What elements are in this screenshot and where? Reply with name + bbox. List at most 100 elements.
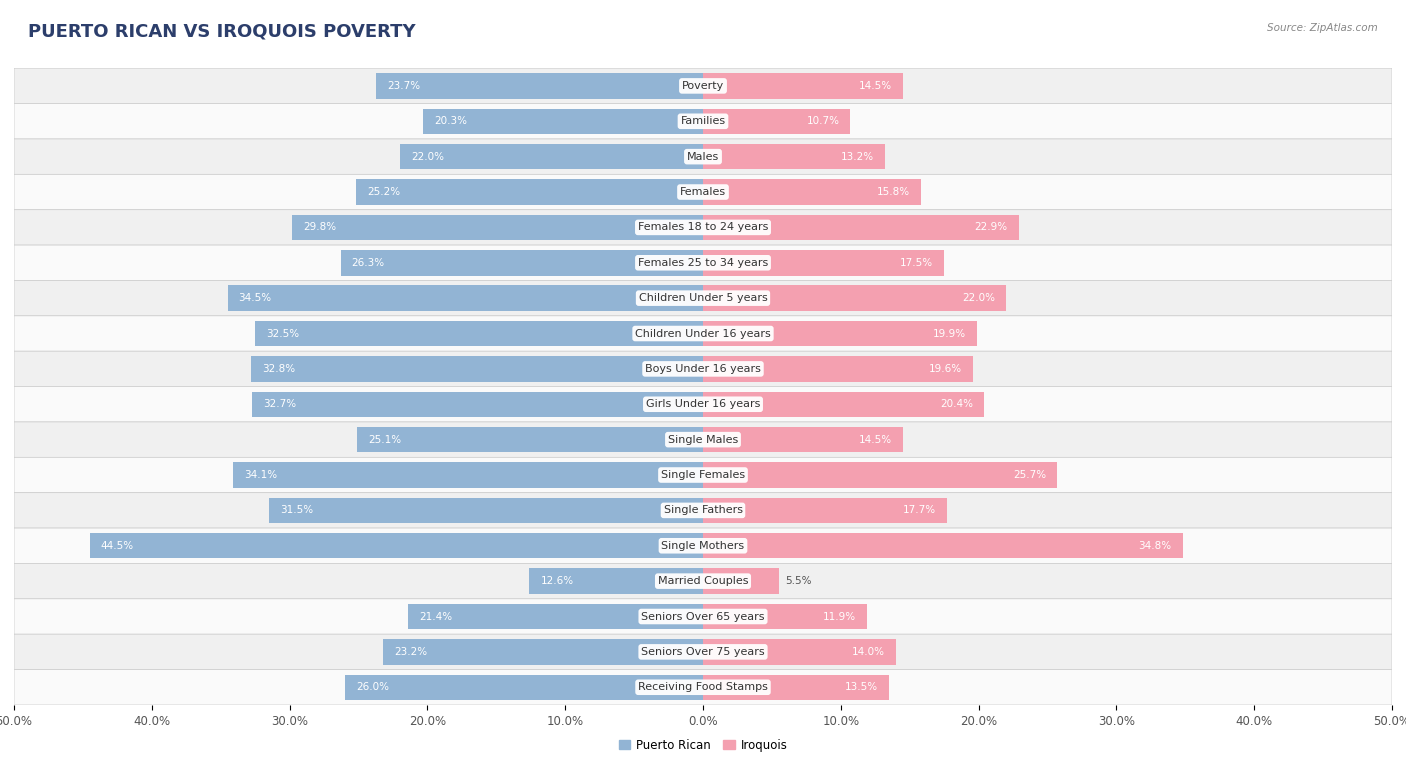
- Text: 34.1%: 34.1%: [245, 470, 277, 480]
- Text: 34.5%: 34.5%: [239, 293, 271, 303]
- Bar: [530, 568, 703, 594]
- Bar: [703, 74, 903, 99]
- Bar: [703, 427, 903, 453]
- Bar: [253, 392, 703, 417]
- Text: Single Females: Single Females: [661, 470, 745, 480]
- FancyBboxPatch shape: [14, 387, 1392, 422]
- Text: Seniors Over 75 years: Seniors Over 75 years: [641, 647, 765, 657]
- Bar: [703, 498, 946, 523]
- Bar: [703, 180, 921, 205]
- Bar: [703, 462, 1057, 487]
- Text: Single Mothers: Single Mothers: [661, 540, 745, 551]
- Bar: [399, 144, 703, 169]
- Bar: [703, 356, 973, 381]
- Bar: [269, 498, 703, 523]
- FancyBboxPatch shape: [14, 104, 1392, 139]
- Text: 25.2%: 25.2%: [367, 187, 399, 197]
- Text: 32.5%: 32.5%: [266, 328, 299, 339]
- Text: Boys Under 16 years: Boys Under 16 years: [645, 364, 761, 374]
- Text: Females 18 to 24 years: Females 18 to 24 years: [638, 222, 768, 233]
- FancyBboxPatch shape: [14, 528, 1392, 563]
- Text: Children Under 16 years: Children Under 16 years: [636, 328, 770, 339]
- Bar: [377, 74, 703, 99]
- Text: 13.5%: 13.5%: [845, 682, 877, 692]
- Text: Seniors Over 65 years: Seniors Over 65 years: [641, 612, 765, 622]
- Text: 26.0%: 26.0%: [356, 682, 389, 692]
- Text: 19.6%: 19.6%: [929, 364, 962, 374]
- Bar: [344, 675, 703, 700]
- Bar: [703, 568, 779, 594]
- Text: Single Males: Single Males: [668, 434, 738, 445]
- Text: 32.7%: 32.7%: [263, 399, 297, 409]
- Bar: [90, 533, 703, 559]
- Text: 22.9%: 22.9%: [974, 222, 1008, 233]
- Bar: [703, 604, 868, 629]
- Text: 21.4%: 21.4%: [419, 612, 453, 622]
- Text: 14.0%: 14.0%: [852, 647, 884, 657]
- Text: 17.7%: 17.7%: [903, 506, 936, 515]
- Text: Children Under 5 years: Children Under 5 years: [638, 293, 768, 303]
- Text: 31.5%: 31.5%: [280, 506, 314, 515]
- Text: 14.5%: 14.5%: [859, 81, 891, 91]
- Text: 29.8%: 29.8%: [304, 222, 336, 233]
- Text: 10.7%: 10.7%: [807, 116, 839, 127]
- FancyBboxPatch shape: [14, 139, 1392, 174]
- Text: 34.8%: 34.8%: [1139, 540, 1171, 551]
- FancyBboxPatch shape: [14, 493, 1392, 528]
- Bar: [233, 462, 703, 487]
- Text: 11.9%: 11.9%: [823, 612, 856, 622]
- Bar: [703, 675, 889, 700]
- Bar: [252, 356, 703, 381]
- FancyBboxPatch shape: [14, 422, 1392, 457]
- Bar: [408, 604, 703, 629]
- FancyBboxPatch shape: [14, 280, 1392, 316]
- Bar: [356, 180, 703, 205]
- FancyBboxPatch shape: [14, 457, 1392, 493]
- FancyBboxPatch shape: [14, 68, 1392, 104]
- Text: Poverty: Poverty: [682, 81, 724, 91]
- Legend: Puerto Rican, Iroquois: Puerto Rican, Iroquois: [614, 734, 792, 756]
- Text: 25.1%: 25.1%: [368, 434, 401, 445]
- FancyBboxPatch shape: [14, 210, 1392, 245]
- Text: PUERTO RICAN VS IROQUOIS POVERTY: PUERTO RICAN VS IROQUOIS POVERTY: [28, 23, 416, 41]
- Text: Married Couples: Married Couples: [658, 576, 748, 586]
- Text: Source: ZipAtlas.com: Source: ZipAtlas.com: [1267, 23, 1378, 33]
- Bar: [703, 108, 851, 134]
- Text: Males: Males: [688, 152, 718, 161]
- Bar: [292, 215, 703, 240]
- Text: Single Fathers: Single Fathers: [664, 506, 742, 515]
- FancyBboxPatch shape: [14, 599, 1392, 634]
- Text: 17.5%: 17.5%: [900, 258, 934, 268]
- Bar: [703, 144, 884, 169]
- Bar: [357, 427, 703, 453]
- Text: 19.9%: 19.9%: [934, 328, 966, 339]
- Text: 13.2%: 13.2%: [841, 152, 875, 161]
- Text: Females 25 to 34 years: Females 25 to 34 years: [638, 258, 768, 268]
- Text: 23.7%: 23.7%: [388, 81, 420, 91]
- Text: Receiving Food Stamps: Receiving Food Stamps: [638, 682, 768, 692]
- Bar: [703, 250, 945, 275]
- Bar: [703, 392, 984, 417]
- Bar: [703, 321, 977, 346]
- Bar: [340, 250, 703, 275]
- FancyBboxPatch shape: [14, 245, 1392, 280]
- Text: 44.5%: 44.5%: [101, 540, 134, 551]
- Bar: [703, 639, 896, 665]
- Text: 26.3%: 26.3%: [352, 258, 385, 268]
- Bar: [228, 286, 703, 311]
- Text: 25.7%: 25.7%: [1012, 470, 1046, 480]
- FancyBboxPatch shape: [14, 634, 1392, 669]
- Bar: [703, 286, 1007, 311]
- Bar: [384, 639, 703, 665]
- Bar: [423, 108, 703, 134]
- Text: 23.2%: 23.2%: [394, 647, 427, 657]
- Text: 5.5%: 5.5%: [786, 576, 813, 586]
- Bar: [703, 215, 1018, 240]
- Text: 22.0%: 22.0%: [411, 152, 444, 161]
- FancyBboxPatch shape: [14, 316, 1392, 351]
- FancyBboxPatch shape: [14, 351, 1392, 387]
- FancyBboxPatch shape: [14, 669, 1392, 705]
- Text: 20.3%: 20.3%: [434, 116, 467, 127]
- FancyBboxPatch shape: [14, 563, 1392, 599]
- Text: Girls Under 16 years: Girls Under 16 years: [645, 399, 761, 409]
